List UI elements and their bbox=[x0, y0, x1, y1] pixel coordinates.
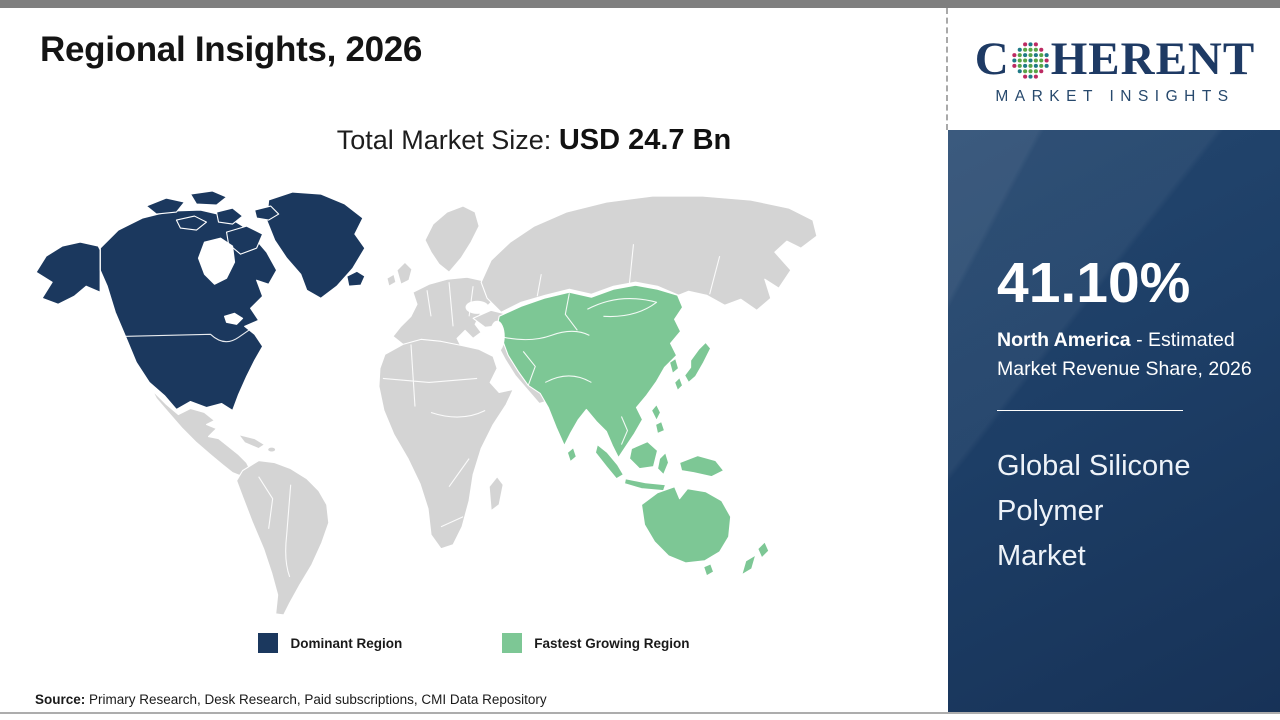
legend-item-fastest-growing: Fastest Growing Region bbox=[502, 633, 690, 653]
region-philippines bbox=[650, 403, 666, 435]
market-size-label: Total Market Size: bbox=[336, 125, 559, 155]
market-share-region: North America bbox=[997, 329, 1131, 351]
region-africa bbox=[378, 338, 514, 550]
source-text: Primary Research, Desk Research, Paid su… bbox=[85, 692, 547, 707]
source-label: Source: bbox=[35, 692, 86, 707]
legend-item-dominant: Dominant Region bbox=[258, 633, 402, 653]
region-taiwan bbox=[674, 376, 684, 392]
region-sri-lanka bbox=[566, 447, 577, 463]
brand-wordmark: C HERENT bbox=[975, 36, 1255, 83]
divider-line bbox=[997, 410, 1183, 412]
caspian-sea bbox=[489, 320, 505, 352]
region-korea bbox=[669, 357, 680, 374]
market-size-value: USD 24.7 Bn bbox=[558, 124, 732, 156]
region-rest-of-world bbox=[151, 195, 818, 616]
border-us-canada bbox=[99, 248, 252, 343]
bottom-border-line bbox=[0, 712, 1280, 714]
legend-label-dominant: Dominant Region bbox=[290, 635, 403, 651]
great-lakes bbox=[223, 312, 244, 325]
region-madagascar bbox=[488, 476, 504, 512]
region-japan bbox=[684, 341, 712, 384]
region-alaska bbox=[35, 241, 101, 305]
globe-icon bbox=[1012, 42, 1049, 79]
region-greenland bbox=[266, 191, 366, 299]
legend: Dominant Region Fastest Growing Region bbox=[0, 633, 948, 653]
region-asia-mainland bbox=[496, 284, 684, 459]
region-iceland bbox=[346, 270, 366, 287]
source-note: Source: Primary Research, Desk Research,… bbox=[35, 692, 547, 707]
legend-swatch-fastest-growing bbox=[502, 633, 523, 653]
market-share-suffix: - Estimated Market Revenue Share, 2026 bbox=[997, 329, 1252, 380]
market-share-value: 41.10% bbox=[997, 251, 1191, 315]
sidebar: 41.10% North America - Estimated Market … bbox=[948, 130, 1280, 714]
dashed-separator bbox=[946, 8, 948, 130]
brand-logo: C HERENT MARKET INSIGHTS bbox=[950, 8, 1280, 130]
market-size-line: Total Market Size: USD 24.7 Bn bbox=[60, 124, 1008, 157]
region-sumatra bbox=[594, 444, 625, 480]
region-russia bbox=[480, 195, 818, 313]
brand-letter-c: C bbox=[974, 33, 1010, 85]
world-map bbox=[35, 190, 818, 616]
region-south-america bbox=[236, 460, 330, 616]
region-uk bbox=[396, 261, 413, 285]
region-asia-pacific bbox=[496, 284, 770, 577]
hudson-bay bbox=[197, 237, 236, 285]
brand-tagline: MARKET INSIGHTS bbox=[995, 88, 1235, 105]
region-sulawesi bbox=[656, 452, 670, 476]
region-new-zealand bbox=[741, 541, 770, 576]
region-scandinavia bbox=[424, 205, 480, 273]
black-sea bbox=[465, 300, 489, 314]
market-name: Global Silicone Polymer Market bbox=[997, 450, 1191, 573]
region-borneo bbox=[628, 441, 659, 470]
region-north-america bbox=[35, 190, 366, 412]
legend-swatch-dominant bbox=[258, 633, 279, 653]
region-mexico-central-america bbox=[151, 389, 252, 478]
region-java bbox=[623, 478, 667, 492]
top-border-bar bbox=[0, 0, 1280, 8]
legend-label-fastest-growing: Fastest Growing Region bbox=[534, 635, 690, 651]
region-new-guinea bbox=[679, 455, 725, 478]
brand-letters-rest: HERENT bbox=[1050, 33, 1256, 85]
region-australia bbox=[640, 486, 732, 564]
region-tasmania bbox=[703, 563, 715, 577]
page-title: Regional Insights, 2026 bbox=[40, 30, 423, 69]
region-ireland bbox=[386, 273, 397, 287]
market-share-description: North America - Estimated Market Revenue… bbox=[997, 326, 1259, 383]
